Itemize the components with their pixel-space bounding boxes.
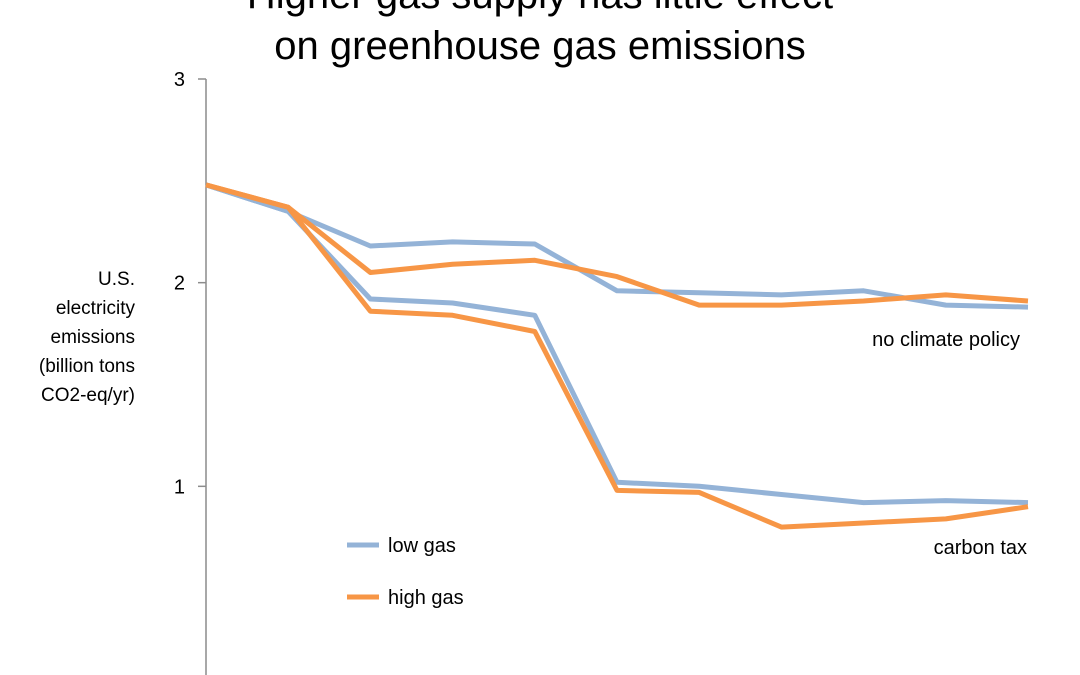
annotation-no-climate-policy: no climate policy	[872, 329, 1020, 351]
legend-label-low-gas: low gas	[388, 535, 456, 557]
y-axis-label-line-1: U.S.	[98, 269, 135, 290]
chart-title-line-2: on greenhouse gas emissions	[274, 24, 806, 68]
y-axis-label-line-3: emissions	[50, 327, 135, 348]
y-tick-label-1: 1	[174, 476, 185, 498]
series-line-low-gas-carbon-tax	[205, 182, 1029, 506]
y-tick-label-3: 3	[174, 69, 185, 91]
y-axis-label-line-4: (billion tons	[38, 356, 135, 377]
y-tick-label-2: 2	[174, 273, 185, 295]
y-axis-label-line-5: CO2-eq/yr)	[41, 385, 135, 406]
chart-title-line-1: Higher gas supply has little effect	[0, 0, 1080, 17]
series-line-high-gas-carbon-tax	[205, 182, 1029, 530]
annotation-carbon-tax: carbon tax	[934, 537, 1027, 559]
series-line-high-gas-no-climate-policy	[205, 182, 1029, 308]
legend-label-high-gas: high gas	[388, 587, 464, 609]
y-axis-label-line-2: electricity	[55, 298, 135, 319]
series-line-low-gas-no-climate-policy	[205, 182, 1029, 310]
